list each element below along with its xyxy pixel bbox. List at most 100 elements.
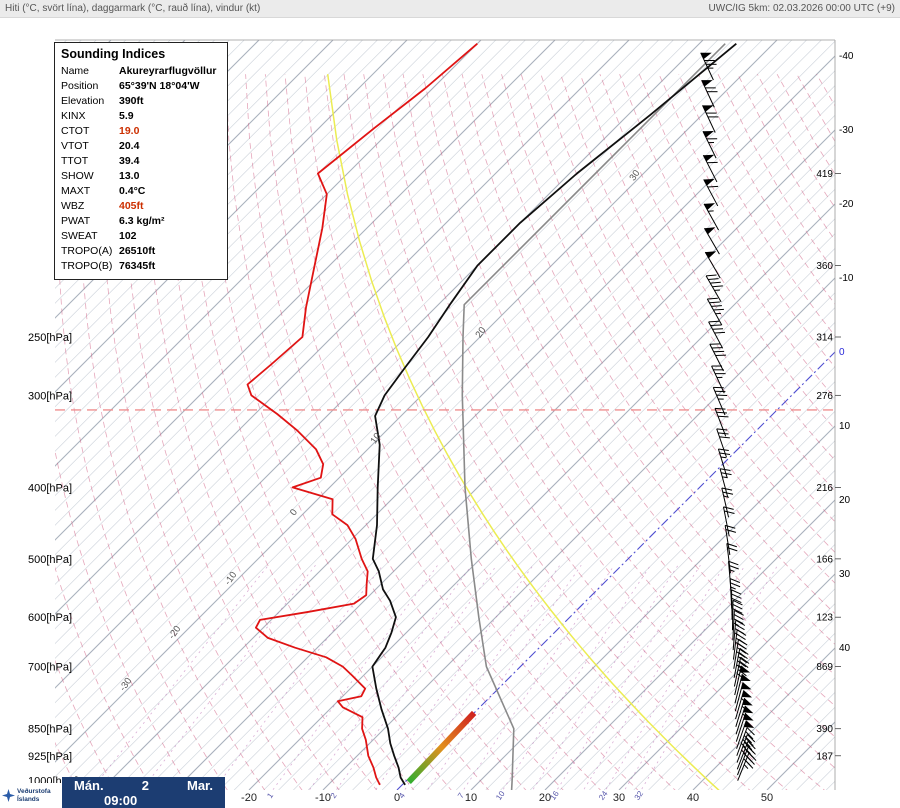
index-label: VTOT (61, 140, 89, 152)
temp-axis-label-bottom: 0 (394, 792, 400, 804)
zero-isotherm-line (396, 351, 835, 790)
index-label: Name (61, 65, 90, 77)
pressure-axis-label: 600[hPa] (28, 612, 72, 624)
adiabat-label: 30 (627, 168, 642, 183)
index-row-vtot: VTOT 20.4 (61, 139, 221, 154)
temp-axis-label-right: 0 (839, 347, 845, 358)
mixing-ratio-label: 4 (397, 791, 407, 800)
index-row-ttot: TTOT 39.4 (61, 154, 221, 169)
adiabat-label: -30 (118, 676, 135, 694)
index-row-show: SHOW 13.0 (61, 169, 221, 184)
pressure-axis-label: 400[hPa] (28, 482, 72, 494)
logo-line1: Veðurstofa (17, 788, 51, 796)
height-axis-label: 216 (816, 483, 833, 494)
index-value: 26510ft (119, 245, 156, 257)
height-axis-label: 166 (816, 554, 833, 565)
index-label: TROPO(A) (61, 245, 113, 257)
logo-text: Veðurstofa Íslands (17, 788, 51, 802)
index-label: WBZ (61, 200, 85, 212)
index-value: 76345ft (119, 260, 156, 272)
temp-axis-label-bottom: 40 (687, 792, 699, 804)
index-value: 65°39'N 18°04'W (119, 80, 200, 92)
datetime-selector[interactable]: Mán. 2 Mar. 09:00 (62, 777, 225, 808)
index-value: 39.4 (119, 155, 140, 167)
index-label: MAXT (61, 185, 91, 197)
index-label: SWEAT (61, 230, 98, 242)
temp-axis-label-right: 40 (839, 643, 851, 654)
temp-axis-label-bottom: 10 (465, 792, 477, 804)
temp-axis-label-bottom: 30 (613, 792, 625, 804)
height-axis-label: 360 (816, 261, 833, 272)
adiabat-label: 20 (473, 325, 488, 340)
top-info-bar: Hiti (°C, svört lína), daggarmark (°C, r… (0, 0, 900, 18)
sounding-indices-panel: Sounding Indices Name Akureyrarflugvöllur… (54, 42, 228, 280)
temp-axis-label-bottom: -20 (241, 792, 257, 804)
index-label: TTOT (61, 155, 89, 167)
wind-barbs (700, 52, 757, 781)
temp-axis-label-bottom: 20 (539, 792, 551, 804)
height-axis-label: 314 (816, 333, 833, 344)
mixing-ratio-label: 10 (494, 789, 507, 802)
temp-axis-label-right: -40 (839, 51, 854, 62)
temp-axis-label-bottom: -10 (315, 792, 331, 804)
index-row-pwat: PWAT 6.3 kg/m² (61, 214, 221, 229)
temp-axis-label-right: 20 (839, 495, 851, 506)
index-label: SHOW (61, 170, 94, 182)
index-row-elevation: Elevation 390ft (61, 94, 221, 109)
mixing-ratio-label: 32 (633, 789, 646, 802)
index-label: PWAT (61, 215, 91, 227)
index-label: CTOT (61, 125, 90, 137)
adiabat-label: -20 (167, 624, 184, 642)
model-run-text: UWC/IG 5km: 02.03.2026 00:00 UTC (+9) (708, 3, 895, 14)
logo-icon (2, 789, 15, 802)
height-axis-label: 123 (816, 613, 833, 624)
index-row-sweat: SWEAT 102 (61, 229, 221, 244)
height-axis-label: 419 (816, 169, 833, 180)
index-value: 102 (119, 230, 137, 242)
pressure-axis-label: 500[hPa] (28, 554, 72, 566)
index-label: KINX (61, 110, 86, 122)
pressure-axis-label: 300[hPa] (28, 390, 72, 402)
adiabat-label: 10 (368, 431, 383, 446)
index-label: Position (61, 80, 99, 92)
index-value: 6.3 kg/m² (119, 215, 165, 227)
temp-axis-label-right: 10 (839, 421, 851, 432)
chart-legend-text: Hiti (°C, svört lína), daggarmark (°C, r… (5, 3, 261, 14)
date-row: Mán. 2 Mar. (74, 778, 213, 793)
index-label: Elevation (61, 95, 105, 107)
index-row-name: Name Akureyrarflugvöllur (61, 64, 221, 79)
adiabat-label: -10 (223, 570, 240, 588)
vedurstofa-logo[interactable]: Veðurstofa Íslands (0, 783, 62, 808)
mixing-ratio-label: 7 (456, 791, 466, 800)
height-axis-label: 187 (816, 751, 833, 762)
height-axis-label: 276 (816, 391, 833, 402)
index-value: 390ft (119, 95, 144, 107)
parcel-segment-line (406, 710, 477, 785)
adiabat-label: 0 (288, 507, 300, 518)
index-value: 19.0 (119, 125, 140, 137)
index-row-kinx: KINX 5.9 (61, 109, 221, 124)
icao-standard-line (461, 43, 726, 790)
index-row-wbz: WBZ 405ft (61, 199, 221, 214)
mixing-ratio-label: 24 (597, 789, 610, 802)
axis-labels: 250[hPa] 300[hPa] 400[hPa] 500[hPa] 600[hPa]… (28, 51, 854, 804)
index-value: 20.4 (119, 140, 140, 152)
mixing-ratio-label: 1 (265, 791, 275, 800)
pressure-axis-label: 925[hPa] (28, 751, 72, 763)
height-axis-label: 869 (816, 662, 833, 673)
height-axis-label: 390 (816, 724, 833, 735)
indices-rows: Name Akureyrarflugvöllur Position 65°39'N 1… (61, 64, 221, 274)
index-label: TROPO(B) (61, 260, 113, 272)
temp-axis-label-right: -10 (839, 273, 854, 284)
index-value: Akureyrarflugvöllur (119, 65, 217, 77)
dewpoint-profile-line (246, 43, 478, 786)
index-value: 13.0 (119, 170, 140, 182)
weekday-label: Mán. (74, 778, 104, 793)
pressure-axis-label: 700[hPa] (28, 662, 72, 674)
mixing-ratio-label: 2 (329, 791, 339, 800)
date-label: 2 (141, 778, 149, 793)
index-row-position: Position 65°39'N 18°04'W (61, 79, 221, 94)
index-row-tropo-a-: TROPO(A) 26510ft (61, 244, 221, 259)
month-label: Mar. (186, 778, 213, 793)
